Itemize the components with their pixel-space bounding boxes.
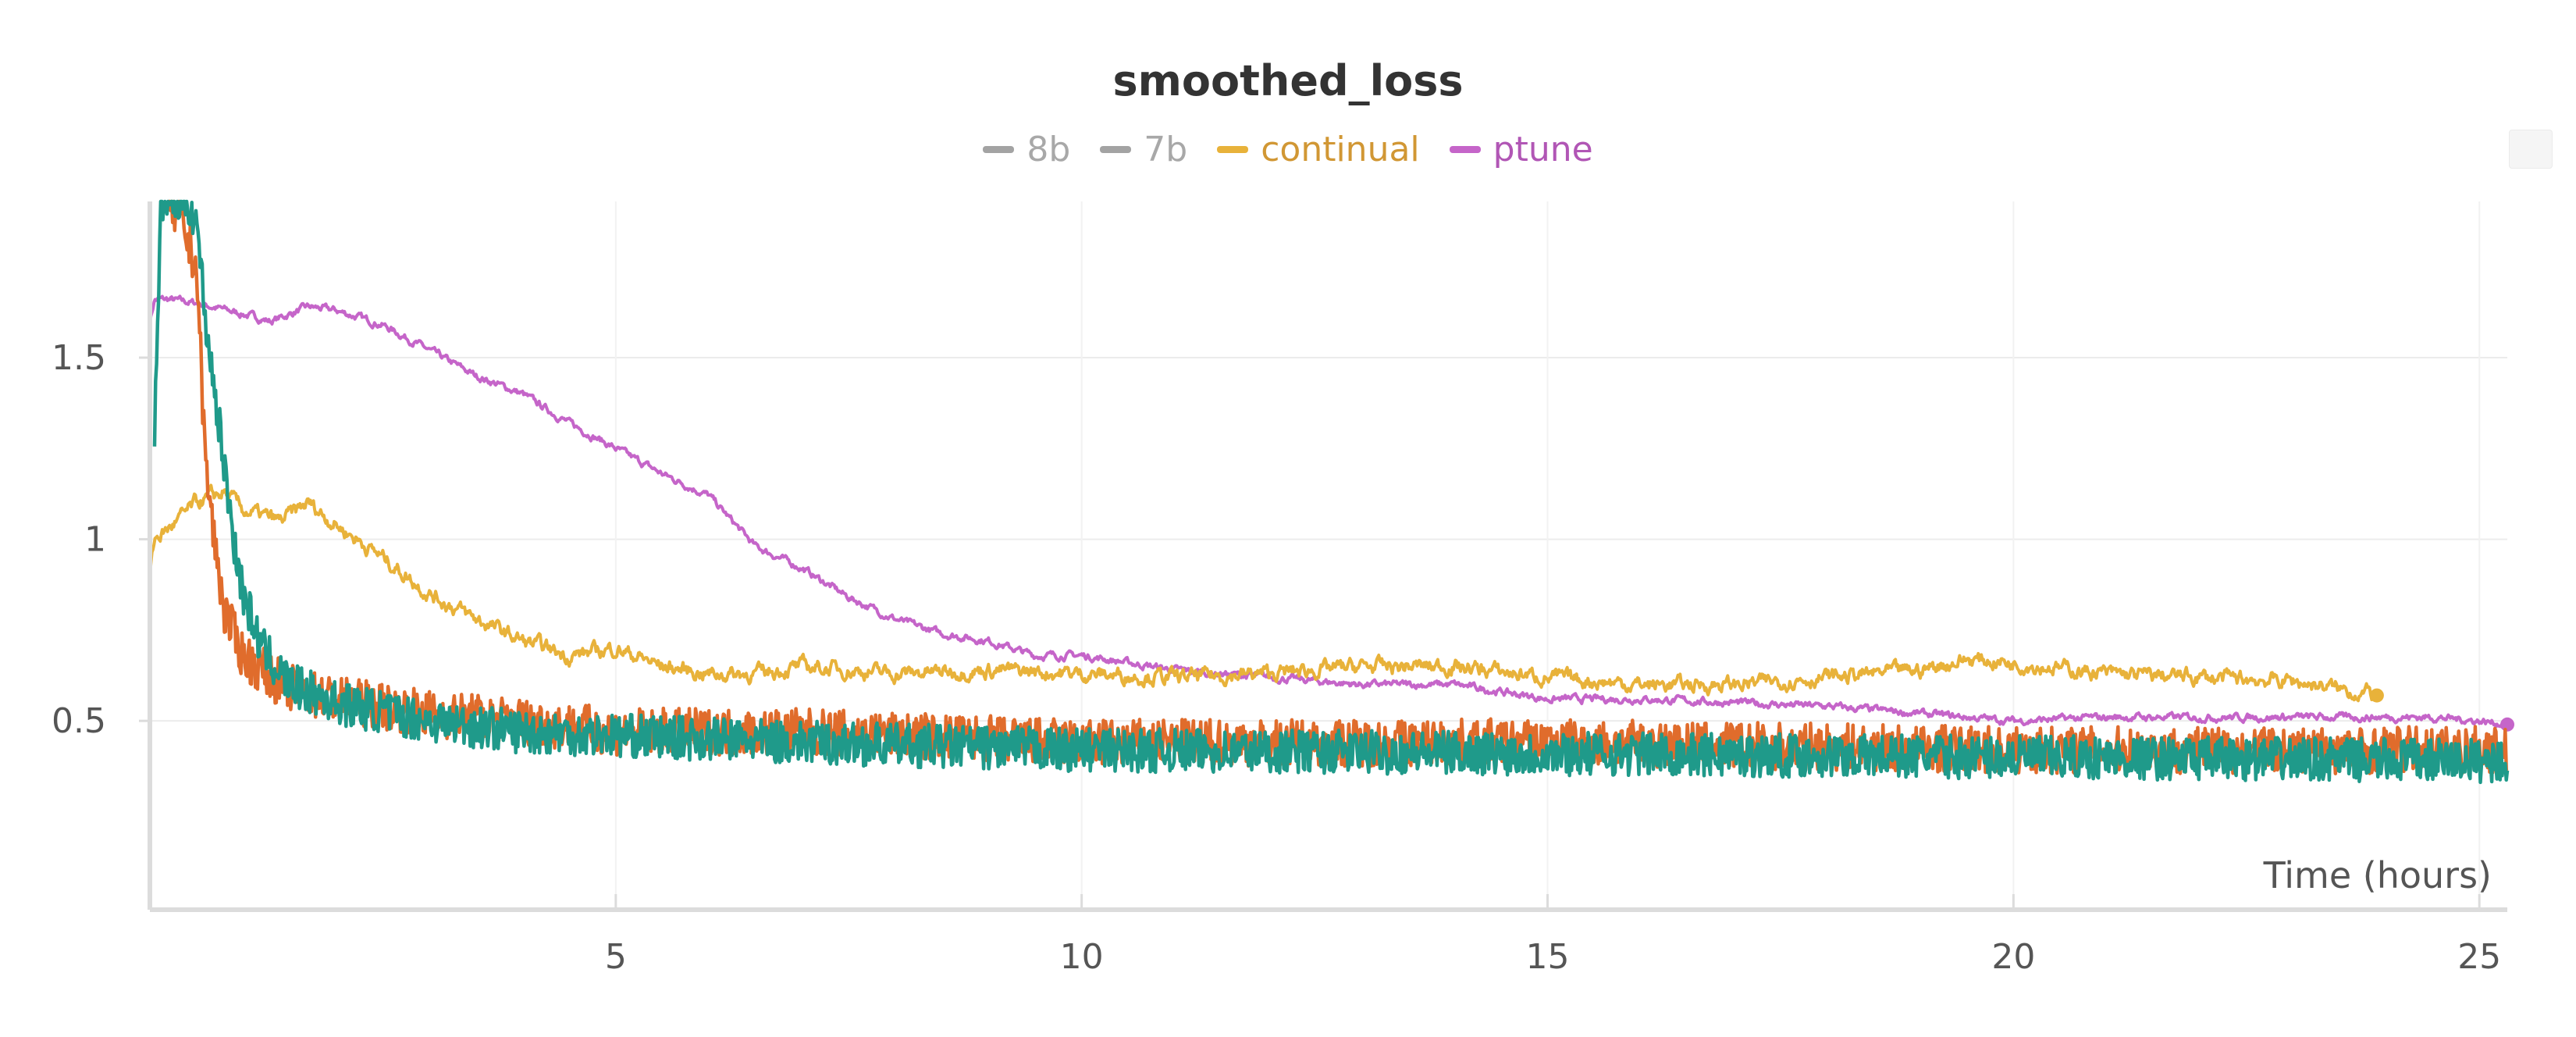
series-endpoint-ptune[interactable] xyxy=(2500,717,2514,732)
series-layer xyxy=(148,199,2514,785)
chart-title: smoothed_loss xyxy=(1112,56,1464,105)
series-endpoint-continual[interactable] xyxy=(2369,688,2384,703)
x-tick-label: 10 xyxy=(1060,937,1104,977)
series-line-ptune[interactable] xyxy=(148,294,2508,729)
y-tick-label: 1 xyxy=(84,520,106,560)
series-line-continual[interactable] xyxy=(148,483,2379,703)
x-tick-label: 5 xyxy=(605,937,627,977)
legend-label-8b: 8b xyxy=(1026,130,1071,169)
legend-swatch-8b xyxy=(983,146,1015,153)
legend-item-7b[interactable]: 7b xyxy=(1100,130,1187,169)
x-tick-label: 15 xyxy=(1526,937,1570,977)
legend-swatch-continual xyxy=(1217,146,1249,153)
legend-swatch-ptune xyxy=(1449,146,1481,153)
legend-item-continual[interactable]: continual xyxy=(1217,130,1420,169)
legend-label-7b: 7b xyxy=(1144,130,1188,169)
legend-label-continual: continual xyxy=(1261,130,1420,169)
series-line-teal[interactable] xyxy=(152,199,2510,785)
panel-menu-button[interactable] xyxy=(2509,130,2553,169)
ticks: 0.5 1 1.5 5 10 15 20 25 xyxy=(52,338,2501,977)
series-line-orange[interactable] xyxy=(167,199,2509,775)
x-tick-label: 20 xyxy=(1991,937,2035,977)
legend-label-ptune: ptune xyxy=(1493,130,1593,169)
x-tick-label: 25 xyxy=(2457,937,2501,977)
legend-item-ptune[interactable]: ptune xyxy=(1449,130,1593,169)
x-axis-title: Time (hours) xyxy=(2263,854,2492,896)
y-tick-label: 0.5 xyxy=(52,701,106,741)
legend-item-8b[interactable]: 8b xyxy=(983,130,1070,169)
axes xyxy=(148,201,2507,912)
gridlines xyxy=(150,201,2507,910)
legend-swatch-7b xyxy=(1100,146,1132,153)
y-tick-label: 1.5 xyxy=(52,338,106,378)
legend: 8b 7b continual ptune xyxy=(0,130,2576,169)
